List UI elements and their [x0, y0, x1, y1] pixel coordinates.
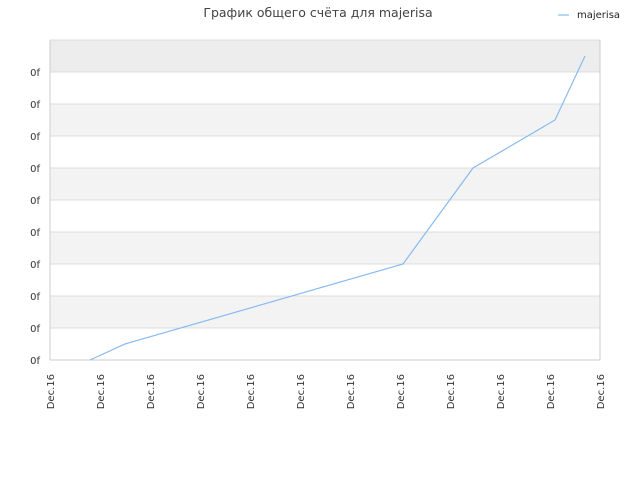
plot-band [50, 328, 600, 360]
x-tick-label: Dec.16 [246, 374, 257, 409]
x-tick-label: Dec.16 [196, 374, 207, 409]
x-tick-label: Dec.16 [496, 374, 507, 409]
x-tick-label: Dec.16 [296, 374, 307, 409]
plot-band [50, 40, 600, 72]
legend-label-majerisa: majerisa [577, 10, 620, 21]
x-tick-labels: Dec.16 Dec.16 Dec.16 Dec.16 Dec.16 Dec.16 Dec.… [46, 374, 607, 409]
series-group [89, 55, 586, 361]
x-tick-label: Dec.16 [446, 374, 457, 409]
x-tick-label: Dec.16 [146, 374, 157, 409]
x-tick-label: Dec.16 [596, 374, 607, 409]
x-tick-label: Dec.16 [346, 374, 357, 409]
y-tick-label: 0f [30, 68, 40, 79]
x-tick-label: Dec.16 [396, 374, 407, 409]
y-tick-label: 0f [30, 356, 40, 367]
plot-band [50, 104, 600, 136]
plot-band [50, 168, 600, 200]
plot-band [50, 200, 600, 232]
plot-band [50, 232, 600, 264]
plot-band [50, 296, 600, 328]
y-tick-label: 0f [30, 260, 40, 271]
chart-title: График общего счёта для majerisa [203, 5, 432, 20]
legend[interactable]: majerisa [558, 10, 620, 21]
y-tick-label: 0f [30, 196, 40, 207]
y-tick-label: 0f [30, 100, 40, 111]
y-tick-label: 0f [30, 132, 40, 143]
y-tick-label: 0f [30, 228, 40, 239]
x-tick-label: Dec.16 [546, 374, 557, 409]
plot-band [50, 72, 600, 104]
axes [49, 40, 601, 361]
y-tick-label: 0f [30, 324, 40, 335]
plot-bands [50, 40, 600, 360]
y-tick-label: 0f [30, 164, 40, 175]
plot-band [50, 136, 600, 168]
x-tick-label: Dec.16 [96, 374, 107, 409]
x-tick-label: Dec.16 [46, 374, 57, 409]
plot-band [50, 264, 600, 296]
y-tick-labels: 0f 0f 0f 0f 0f 0f 0f 0f 0f 0f [30, 68, 40, 367]
series-line-majerisa [89, 55, 586, 361]
y-tick-label: 0f [30, 292, 40, 303]
